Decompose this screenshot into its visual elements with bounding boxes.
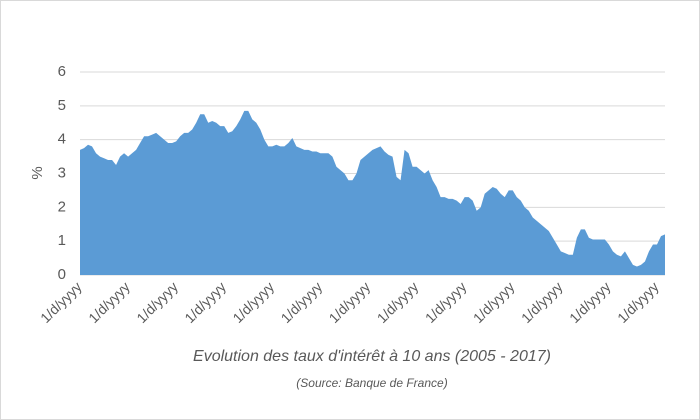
y-tick-label: 6 — [58, 63, 66, 80]
y-tick-label: 1 — [58, 232, 66, 249]
y-axis-label: % — [29, 166, 46, 179]
y-tick-label: 2 — [58, 198, 66, 215]
area — [80, 110, 665, 275]
y-tick-label: 4 — [58, 131, 66, 148]
y-tick-label: 5 — [58, 97, 66, 114]
y-tick-label: 3 — [58, 164, 66, 181]
y-tick-label: 0 — [58, 266, 66, 283]
source-note: (Source: Banque de France) — [296, 376, 447, 390]
x-axis-label: Evolution des taux d'intérêt à 10 ans (2… — [193, 348, 551, 365]
